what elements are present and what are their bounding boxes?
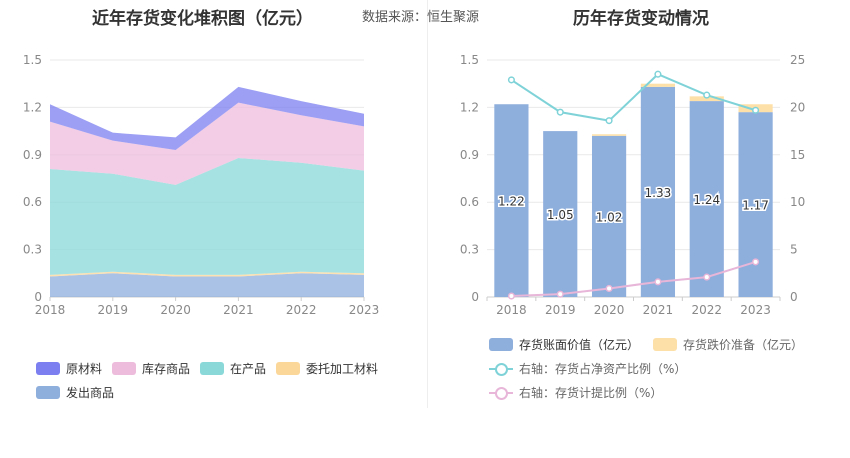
y-tick-label: 1.5 (460, 53, 479, 67)
area-series-outsourced (50, 271, 364, 277)
x-tick-label: 2019 (545, 303, 576, 317)
point-provision (507, 292, 515, 300)
area-series-shipped (50, 273, 364, 297)
bar-book-value (640, 86, 676, 297)
y-tick-label: 0.9 (460, 148, 479, 162)
bar-data-label: 1.33 (645, 186, 672, 200)
legend-impairment[interactable]: 存货跌价准备（亿元） (653, 336, 803, 353)
y-tick-label: 0.6 (23, 195, 42, 209)
legend-finished-goods[interactable]: 库存商品 (112, 360, 190, 377)
x-tick-label: 2021 (223, 303, 254, 317)
legend-swatch (36, 386, 60, 399)
legend-swatch (200, 362, 224, 375)
point-ratio (507, 76, 515, 84)
y2-tick-label: 5 (790, 243, 798, 257)
y-tick-label: 1.5 (23, 53, 42, 67)
bar-line-panel: 数据来源：恒生聚源 历年存货变动情况 0 0.3 0.6 0.9 1.2 1.5 0 5 10 1… (362, 0, 850, 458)
y2-tick-label: 0 (790, 290, 798, 304)
y-tick-label: 1.2 (23, 100, 42, 114)
legend-label: 右轴：存货计提比例（%） (519, 386, 663, 400)
y-tick-label: 0.3 (460, 243, 479, 257)
stacked-area-chart: 0 0.3 0.6 0.9 1.2 1.5 2018 2019 2020 2021 2022 2023 (23, 53, 380, 317)
legend-provision-line[interactable]: 右轴：存货计提比例（%） (489, 384, 662, 401)
point-provision (605, 284, 613, 293)
bar-book-value (543, 131, 578, 297)
legend-label: 在产品 (230, 362, 267, 376)
legend-swatch (276, 362, 300, 375)
stacked-area-panel: 近年存货变化堆积图（亿元） 0 0.3 0.6 0.9 1.2 1.5 2018 2019 20… (23, 9, 380, 401)
legend-swatch (489, 338, 513, 351)
bar-line-chart: 0 0.3 0.6 0.9 1.2 1.5 0 5 10 15 20 25 1.22 2018 1.05 20… (460, 53, 805, 317)
x-tick-label: 2022 (286, 303, 317, 317)
legend-label: 存货账面价值（亿元） (519, 338, 640, 352)
area-series-raw_materials (50, 86, 364, 151)
x-tick-label: 2019 (98, 303, 129, 317)
legend-label: 存货跌价准备（亿元） (683, 338, 804, 352)
legend-wip[interactable]: 在产品 (200, 360, 266, 377)
y2-tick-label: 25 (790, 53, 805, 67)
x-tick-label: 2023 (349, 303, 380, 317)
legend-raw-materials[interactable]: 原材料 (36, 360, 102, 377)
legend-swatch (36, 362, 60, 375)
bar-data-label: 1.17 (742, 199, 769, 213)
x-tick-label: 2021 (643, 303, 674, 317)
bar-book-value (591, 135, 627, 297)
bar-data-label: 1.02 (596, 210, 623, 224)
legend-swatch (112, 362, 136, 375)
legend-book-value[interactable]: 存货账面价值（亿元） (489, 336, 639, 353)
point-ratio (752, 106, 760, 114)
point-ratio (605, 117, 613, 125)
y-tick-label: 0 (34, 290, 42, 304)
point-ratio (703, 91, 711, 99)
y2-tick-label: 10 (790, 195, 805, 209)
point-ratio (556, 108, 564, 116)
bar-data-label: 1.24 (693, 193, 720, 207)
x-tick-label: 2022 (691, 303, 722, 317)
point-provision (654, 278, 662, 286)
legend-label: 委托加工材料 (306, 362, 379, 376)
legend-label: 库存商品 (142, 362, 191, 376)
x-tick-label: 2018 (35, 303, 66, 317)
point-provision (703, 273, 711, 281)
x-tick-label: 2023 (740, 303, 771, 317)
bar-book-value (689, 101, 724, 297)
y2-tick-label: 20 (790, 100, 805, 114)
x-tick-label: 2020 (594, 303, 625, 317)
bar-data-label: 1.05 (547, 208, 574, 222)
line-ratio (510, 73, 756, 122)
legend-line-swatch (489, 362, 513, 376)
x-tick-label: 2020 (160, 303, 191, 317)
point-ratio (654, 70, 662, 78)
bar-impairment (640, 83, 676, 87)
data-source-label: 数据来源：恒生聚源 (362, 10, 480, 25)
y-tick-label: 0.9 (23, 148, 42, 162)
left-chart-title: 近年存货变化堆积图（亿元） (92, 9, 313, 29)
y2-tick-label: 15 (790, 148, 805, 162)
area-series-wip (50, 157, 364, 275)
legend-shipped[interactable]: 发出商品 (36, 384, 114, 401)
y-tick-label: 0.6 (460, 195, 479, 209)
y-tick-label: 1.2 (460, 100, 479, 114)
legend-line-swatch (489, 386, 513, 400)
bar-impairment (591, 134, 627, 136)
legend-label: 右轴：存货占净资产比例（%） (519, 362, 687, 376)
panel-divider (427, 0, 428, 408)
y-tick-label: 0.3 (23, 243, 42, 257)
bar-book-value (494, 104, 529, 298)
legend-label: 原材料 (66, 362, 103, 376)
bar-impairment (689, 96, 724, 102)
area-series-finished_goods (50, 102, 364, 185)
y-tick-label: 0 (471, 290, 479, 304)
legend-label: 发出商品 (66, 386, 115, 400)
point-provision (752, 258, 760, 266)
line-provision (511, 260, 756, 298)
point-provision (556, 290, 564, 298)
legend-outsourced[interactable]: 委托加工材料 (276, 360, 378, 377)
legend-swatch (653, 338, 677, 351)
bar-data-label: 1.22 (498, 195, 525, 209)
x-tick-label: 2018 (496, 303, 527, 317)
right-chart-title: 历年存货变动情况 (573, 9, 709, 29)
legend-ratio-line[interactable]: 右轴：存货占净资产比例（%） (489, 360, 686, 377)
